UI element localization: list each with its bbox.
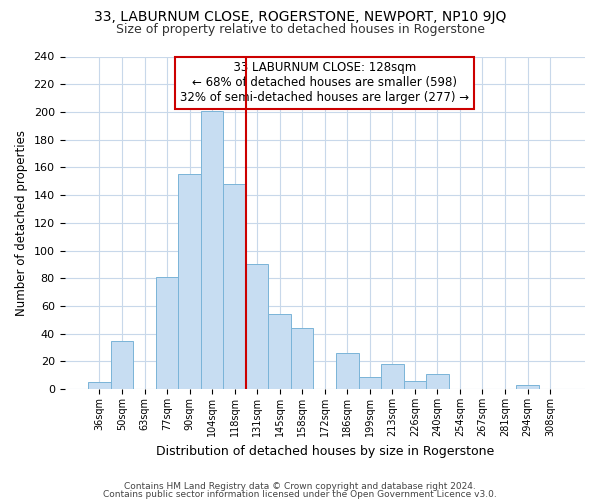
Bar	[111, 340, 133, 389]
Text: 33, LABURNUM CLOSE, ROGERSTONE, NEWPORT, NP10 9JQ: 33, LABURNUM CLOSE, ROGERSTONE, NEWPORT,…	[94, 10, 506, 24]
Bar	[246, 264, 268, 389]
Bar	[223, 184, 246, 389]
Bar	[291, 328, 313, 389]
Y-axis label: Number of detached properties: Number of detached properties	[15, 130, 28, 316]
Bar	[426, 374, 449, 389]
Bar	[359, 376, 381, 389]
Bar	[516, 385, 539, 389]
Bar	[201, 110, 223, 389]
Bar	[156, 277, 178, 389]
Text: 33 LABURNUM CLOSE: 128sqm  
← 68% of detached houses are smaller (598)
32% of se: 33 LABURNUM CLOSE: 128sqm ← 68% of detac…	[180, 62, 469, 104]
Bar	[404, 381, 426, 389]
Bar	[88, 382, 111, 389]
Text: Contains HM Land Registry data © Crown copyright and database right 2024.: Contains HM Land Registry data © Crown c…	[124, 482, 476, 491]
Bar	[336, 353, 359, 389]
Text: Size of property relative to detached houses in Rogerstone: Size of property relative to detached ho…	[115, 22, 485, 36]
Bar	[178, 174, 201, 389]
Bar	[268, 314, 291, 389]
X-axis label: Distribution of detached houses by size in Rogerstone: Distribution of detached houses by size …	[155, 444, 494, 458]
Bar	[381, 364, 404, 389]
Text: Contains public sector information licensed under the Open Government Licence v3: Contains public sector information licen…	[103, 490, 497, 499]
